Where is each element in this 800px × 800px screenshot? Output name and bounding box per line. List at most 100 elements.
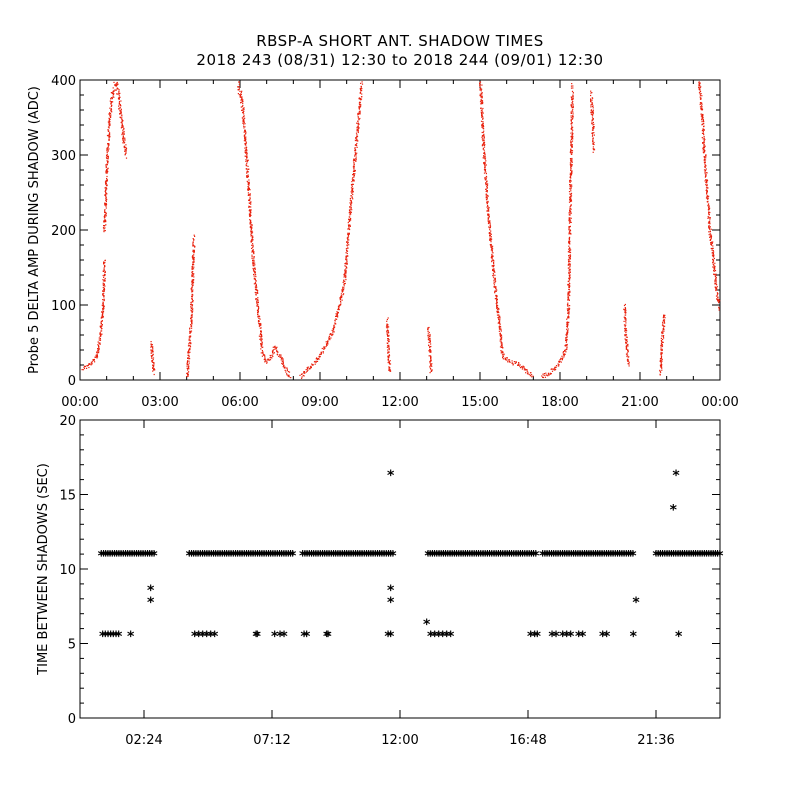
top-data-point (257, 301, 259, 304)
top-data-point (258, 325, 260, 327)
bottom-data-point: * (612, 549, 620, 565)
top-data-point (566, 328, 568, 330)
top-data-point (663, 319, 666, 321)
top-data-point (258, 316, 260, 318)
top-data-point (190, 316, 192, 318)
top-data-point (191, 280, 193, 283)
top-data-point (151, 356, 153, 358)
top-data-point (105, 199, 107, 201)
top-data-point (590, 106, 592, 108)
top-data-point (661, 343, 663, 346)
top-data-point (712, 245, 714, 247)
bottom-data-point: * (127, 629, 135, 645)
top-data-point (347, 222, 349, 224)
top-data-point (430, 356, 432, 358)
top-data-point (488, 209, 490, 211)
top-data-point (119, 116, 121, 118)
top-data-point (625, 347, 627, 350)
top-data-point (541, 375, 543, 377)
top-data-point (345, 252, 347, 254)
top-data-point (340, 300, 342, 303)
top-data-point (191, 305, 193, 307)
bottom-data-point: * (221, 549, 229, 565)
top-data-point (347, 236, 349, 238)
top-data-point (703, 125, 705, 127)
top-data-point (709, 227, 711, 229)
top-data-point (105, 189, 107, 191)
top-data-point (549, 372, 551, 374)
top-data-point (711, 254, 714, 256)
top-data-point (190, 335, 192, 337)
top-data-point (625, 320, 627, 322)
top-data-point (251, 251, 253, 253)
top-data-point (428, 335, 430, 337)
top-data-point (712, 259, 714, 261)
bottom-data-point: * (241, 549, 249, 565)
bottom-data-point: * (655, 549, 663, 565)
top-data-point (479, 93, 481, 95)
top-data-point (249, 214, 251, 216)
top-data-point (624, 309, 627, 311)
top-data-point (569, 240, 571, 242)
top-data-point (108, 123, 110, 125)
top-data-point (352, 188, 354, 190)
top-data-point (352, 177, 354, 179)
top-data-point (344, 265, 346, 267)
top-data-point (103, 275, 106, 277)
top-data-point (249, 197, 251, 199)
top-data-point (105, 220, 107, 222)
top-data-point (572, 87, 574, 89)
top-data-point (264, 358, 266, 360)
bottom-data-point: * (380, 549, 388, 565)
top-data-point (101, 333, 103, 335)
top-data-point (661, 349, 663, 352)
bottom-data-point: * (352, 549, 360, 565)
top-data-point (260, 323, 262, 325)
top-data-point (570, 165, 572, 167)
top-data-point (568, 275, 571, 277)
top-data-point (260, 343, 262, 345)
bottom-data-point: * (122, 549, 130, 565)
top-data-point (262, 351, 264, 353)
top-data-point (553, 368, 555, 370)
bottom-data-point: * (554, 549, 562, 565)
top-data-point (105, 192, 107, 194)
top-data-point (105, 207, 107, 209)
top-data-point (252, 259, 254, 261)
top-data-point (152, 366, 154, 369)
top-data-point (353, 173, 355, 175)
top-data-point (190, 309, 192, 311)
top-data-point (266, 362, 268, 364)
top-data-point (245, 152, 247, 154)
top-data-point (663, 314, 665, 316)
top-data-point (705, 184, 707, 186)
bottom-band-5: ****************************** (652, 549, 724, 565)
bottom-data-point: * (341, 549, 349, 565)
top-data-point (105, 215, 107, 217)
top-data-point (482, 125, 484, 127)
top-data-point (349, 210, 351, 212)
top-data-point (275, 347, 277, 349)
top-data-point (103, 220, 105, 222)
top-data-point (497, 310, 499, 312)
top-data-point (194, 246, 196, 248)
chart-subtitle: 2018 243 (08/31) 12:30 to 2018 244 (09/0… (196, 51, 604, 69)
top-data-point (490, 239, 492, 241)
top-data-point (239, 90, 241, 92)
top-data-point (353, 163, 355, 165)
top-data-point (348, 226, 350, 228)
top-data-point (191, 286, 193, 288)
top-data-point (572, 98, 574, 100)
top-data-point (569, 210, 571, 212)
top-data-point (353, 166, 355, 169)
top-data-point (123, 133, 125, 135)
top-data-point (260, 333, 262, 335)
bottom-data-point: * (559, 629, 567, 645)
top-data-point (192, 257, 194, 259)
top-data-point (249, 189, 251, 191)
top-data-point (257, 290, 259, 292)
top-data-point (542, 373, 544, 375)
top-data-point (352, 191, 354, 193)
top-data-point (253, 277, 255, 279)
top-data-point (555, 365, 558, 367)
